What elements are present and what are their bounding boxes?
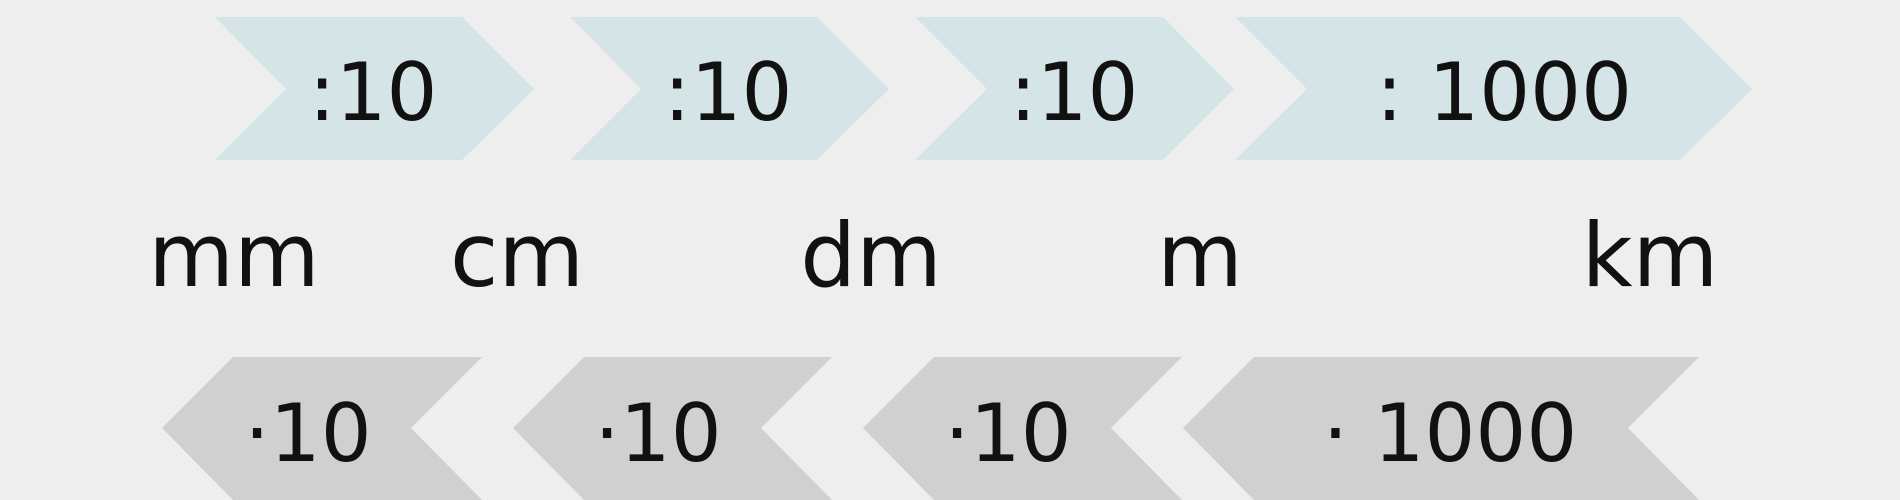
unit-label-dm: dm — [800, 204, 942, 307]
multiply-step-label: · 1000 — [1323, 387, 1577, 480]
unit-label-cm: cm — [450, 204, 584, 307]
multiply-arrow-3 — [863, 357, 1182, 500]
divide-step-label: :10 — [1010, 46, 1139, 139]
unit-label-mm: mm — [148, 204, 319, 307]
divide-arrow-2 — [570, 17, 889, 160]
unit-label-m: m — [1157, 204, 1243, 307]
multiply-arrow-4 — [1183, 357, 1699, 500]
divide-step-label: : 1000 — [1376, 46, 1632, 139]
unit-label-km: km — [1582, 204, 1719, 307]
divide-step-label: :10 — [309, 46, 438, 139]
divide-arrow-1 — [215, 17, 534, 160]
divide-arrow-3 — [915, 17, 1234, 160]
divide-arrow-4 — [1235, 17, 1752, 160]
multiply-arrow-1 — [162, 357, 482, 500]
multiply-step-label: ·10 — [244, 387, 371, 480]
multiply-step-label: ·10 — [944, 387, 1071, 480]
multiply-arrow-2 — [513, 357, 832, 500]
multiply-step-label: ·10 — [594, 387, 721, 480]
divide-step-label: :10 — [664, 46, 793, 139]
